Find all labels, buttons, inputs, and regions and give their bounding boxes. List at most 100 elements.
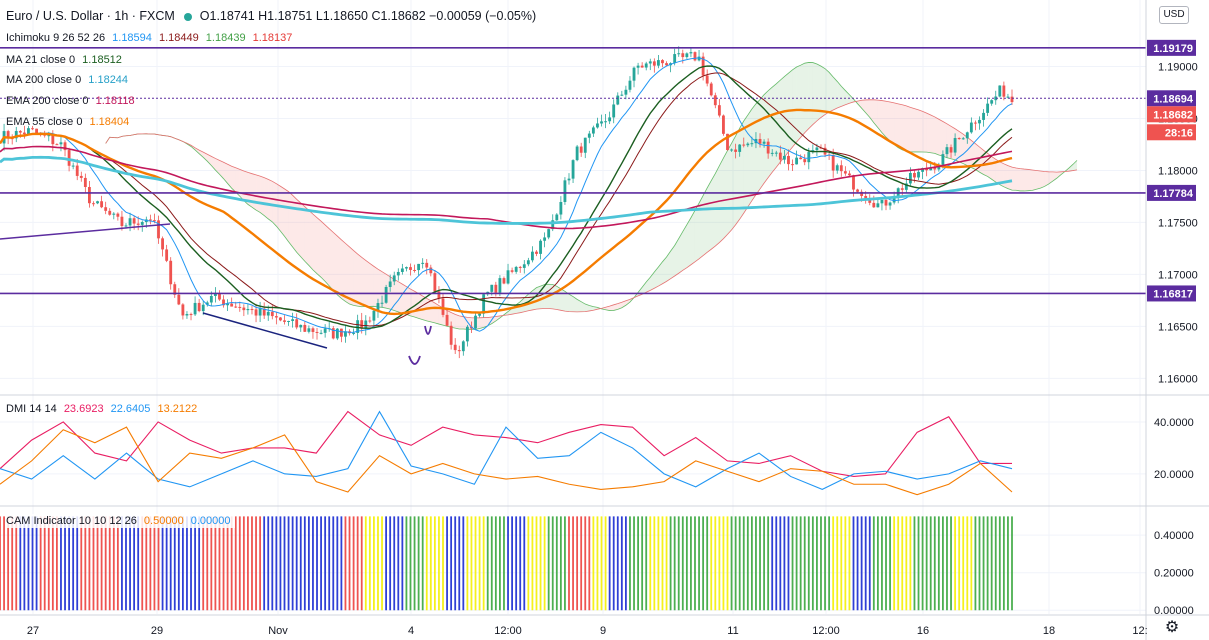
ma200-legend[interactable]: MA 200 close 0 1.18244 [6, 73, 132, 87]
ichimoku-value-4: 1.18137 [252, 32, 293, 44]
cloud-segment [658, 261, 663, 287]
ma21-legend[interactable]: MA 21 close 0 1.18512 [6, 53, 126, 67]
candle-body [319, 332, 323, 334]
cloud-segment [333, 232, 338, 295]
cloud-segment [804, 62, 809, 133]
cloud-segment [317, 217, 322, 278]
cam-legend[interactable]: CAM Indicator 10 10 12 26 0.50000 0.0000… [6, 514, 235, 528]
candle-body [917, 171, 920, 178]
cloud-segment [991, 156, 996, 183]
candle-body [104, 207, 108, 211]
candle-body [437, 291, 441, 299]
ema55-name: EMA 55 close 0 [6, 116, 83, 128]
cloud-segment [296, 199, 301, 257]
candle-body [291, 319, 295, 321]
candle-body [787, 155, 790, 165]
candle-body [71, 165, 75, 167]
cloud-segment [812, 62, 817, 125]
tenkan-line [0, 57, 1013, 333]
candle-body [22, 132, 26, 135]
candle-body [185, 314, 189, 316]
candle-body [380, 302, 384, 304]
candle-body [872, 202, 876, 208]
dmi-plus-line [0, 410, 1012, 478]
cloud-segment [967, 137, 972, 168]
candle-body [311, 328, 315, 332]
candle-body [108, 210, 112, 215]
candle-body [913, 172, 916, 178]
ma21-line [0, 65, 1013, 329]
candle-body [990, 100, 994, 104]
cloud-segment [247, 172, 252, 208]
cloud-segment [963, 134, 968, 166]
candle-body [35, 128, 38, 134]
candle-body [596, 123, 599, 128]
cloud-segment [276, 183, 281, 232]
cloud-segment [910, 107, 915, 152]
candle-body [169, 260, 173, 285]
adx-value: 13.2122 [157, 403, 198, 415]
market-status-icon [184, 12, 193, 21]
cloud-segment [739, 121, 744, 220]
candle-body [945, 147, 949, 155]
cloud-segment [930, 115, 935, 154]
cloud-segment [625, 299, 630, 306]
candle-body [47, 135, 51, 137]
candle-body [92, 203, 95, 205]
candle-body [986, 103, 990, 113]
cloud-segment [621, 300, 626, 308]
price-badge [1147, 124, 1196, 141]
ema55-legend[interactable]: EMA 55 close 0 1.18404 [6, 115, 133, 129]
candle-body [75, 165, 79, 176]
cloud-segment [1007, 165, 1012, 191]
cloud-segment [308, 210, 313, 270]
cloud-segment [922, 111, 927, 153]
candle-body [628, 80, 632, 90]
candle-body [274, 316, 278, 318]
candle-body [132, 218, 136, 224]
cloud-segment [825, 68, 830, 115]
cloud-segment [857, 100, 862, 109]
candle-body [717, 105, 721, 116]
candle-body [441, 298, 445, 315]
candle-body [852, 175, 855, 190]
candle-body [96, 201, 99, 204]
cloud-segment [772, 83, 777, 173]
candle-body [246, 309, 250, 311]
candle-body [254, 309, 258, 316]
gear-icon[interactable]: ⚙ [1164, 619, 1180, 636]
candle-body [994, 96, 998, 101]
candle-body [238, 306, 242, 308]
dmi-legend[interactable]: DMI 14 14 23.6923 22.6405 13.2122 [6, 402, 201, 416]
candle-body [392, 275, 396, 282]
candle-body [774, 152, 778, 154]
ichimoku-legend[interactable]: Ichimoku 9 26 52 26 1.18594 1.18449 1.18… [6, 31, 296, 45]
candle-body [876, 203, 880, 208]
candle-body [250, 309, 254, 311]
candle-body [209, 295, 213, 303]
cloud-segment [869, 99, 874, 123]
trendline-support [202, 312, 328, 349]
candle-body [315, 331, 319, 333]
cloud-segment [670, 245, 675, 279]
cloud-segment [682, 224, 687, 271]
price-badge-label: 1.16817 [1153, 288, 1193, 300]
candle-body [478, 313, 481, 316]
cloud-segment [906, 105, 911, 152]
candle-body [738, 144, 742, 152]
cloud-segment [325, 224, 330, 286]
symbol-title[interactable]: Euro / U.S. Dollar · 1h · FXCM [6, 9, 175, 23]
cloud-segment [1040, 171, 1045, 189]
candle-body [303, 324, 307, 332]
cloud-segment [747, 109, 752, 207]
candle-body [612, 104, 616, 118]
y-tick-label: 1.16500 [1158, 321, 1198, 333]
candle-body [242, 307, 246, 311]
candle-body [547, 229, 551, 238]
cloud-segment [877, 100, 882, 133]
candle-body [640, 65, 644, 68]
currency-button[interactable]: USD [1159, 6, 1189, 24]
candle-body [652, 61, 656, 66]
ema200-legend[interactable]: EMA 200 close 0 1.18118 [6, 94, 139, 108]
